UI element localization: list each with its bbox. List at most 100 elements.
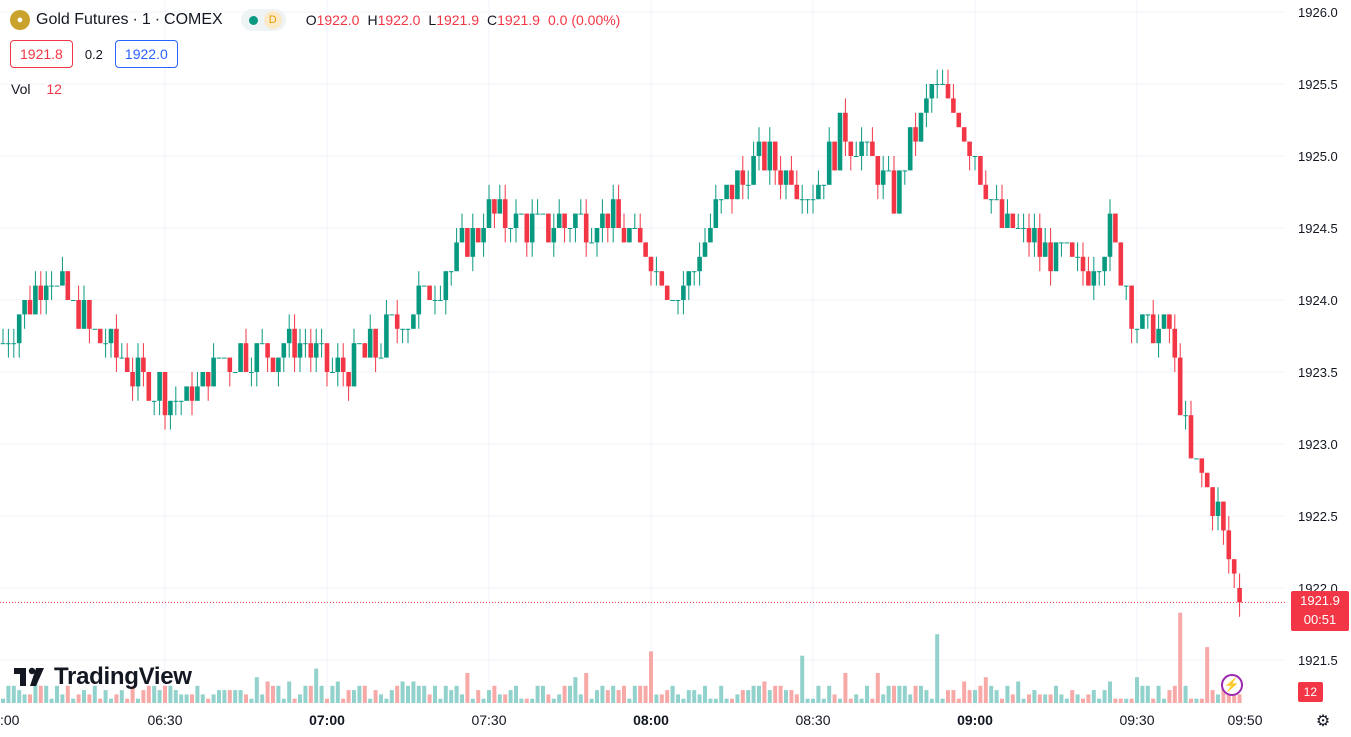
volume-bar (643, 685, 648, 703)
candle-body (573, 213, 578, 228)
ohlc-values: O1922.0 H1922.0 L1921.9 C1921.9 0.0 (0.0… (306, 12, 621, 28)
volume-bar (697, 694, 702, 703)
volume-bar (1048, 694, 1053, 703)
candle-body (1237, 588, 1242, 603)
volume-bar (55, 685, 59, 703)
volume-bar (962, 681, 967, 703)
candle-body (281, 343, 287, 358)
volume-bar (416, 685, 421, 703)
candle-body (195, 386, 200, 401)
candle-body (454, 242, 459, 272)
volume-bar (924, 690, 929, 703)
x-axis-tick-label: 08:30 (795, 712, 830, 728)
candle-body (87, 300, 92, 329)
buy-button[interactable]: 1922.0 (114, 40, 178, 68)
volume-bar (130, 685, 135, 703)
candle-body (54, 285, 60, 287)
market-status-badge[interactable]: D (240, 9, 286, 31)
candle-body (114, 328, 119, 358)
volume-bar (1000, 698, 1004, 703)
candle-body (178, 400, 184, 402)
candle-body (389, 314, 395, 316)
volume-bar (800, 655, 805, 703)
tradingview-mark-icon (14, 667, 44, 686)
volume-bar (71, 698, 76, 703)
candle-body (427, 285, 432, 300)
volume-bar (109, 698, 113, 703)
volume-bar (503, 694, 508, 703)
x-axis-tick-label: 09:50 (1227, 712, 1262, 728)
volume-bar (767, 690, 772, 703)
volume-bar (1205, 647, 1210, 703)
candle-body (632, 228, 638, 229)
tradingview-logo[interactable]: TradingView (14, 663, 192, 691)
volume-bar (913, 685, 918, 703)
candle-body (189, 386, 195, 401)
candle-body (886, 170, 891, 172)
volume-bar (578, 694, 583, 703)
candle-body (1107, 213, 1113, 257)
ohlc-high-value: 1922.0 (377, 12, 421, 28)
candle-body (1026, 228, 1032, 243)
volume-bar (713, 698, 718, 703)
candle-body (767, 141, 773, 171)
ohlc-close-key: C (487, 12, 498, 28)
volume-bar (1237, 694, 1242, 703)
volume-bar (222, 690, 227, 703)
volume-bar (1081, 698, 1085, 703)
volume-bar (703, 685, 707, 703)
volume-bar (443, 685, 448, 703)
volume-bar (1091, 690, 1096, 703)
volume-bar (746, 690, 751, 703)
volume-bar (33, 681, 38, 703)
volume-bar (740, 690, 745, 703)
lightning-icon[interactable]: ⚡ (1221, 674, 1243, 696)
volume-bar (319, 685, 324, 703)
volume-bar (557, 694, 562, 703)
volume-bar (179, 694, 184, 703)
volume-bar (1162, 698, 1166, 703)
candle-body (794, 184, 800, 200)
tradingview-logo-text: TradingView (54, 663, 192, 690)
volume-bar (535, 685, 540, 703)
volume-bar (1037, 694, 1042, 703)
candle-body (740, 170, 746, 185)
sell-button[interactable]: 1921.8 (10, 40, 73, 68)
candle-body (783, 170, 789, 185)
volume-bar (195, 685, 200, 703)
volume-bar (265, 681, 270, 703)
volume-bar (902, 685, 907, 703)
candle-body (362, 343, 368, 358)
volume-bar (217, 690, 221, 703)
candle-body (551, 228, 557, 243)
volume-bar (1129, 698, 1134, 703)
symbol-interval[interactable]: 1 (141, 11, 151, 28)
symbol-exchange[interactable]: COMEX (164, 11, 223, 28)
volume-bar (44, 685, 49, 703)
volume-bar (314, 668, 319, 703)
volume-legend[interactable]: Vol 12 (11, 81, 62, 97)
volume-bar (805, 698, 810, 703)
candle-body (529, 213, 535, 243)
volume-bar (281, 698, 286, 703)
symbol-title[interactable]: Gold Futures (36, 11, 129, 28)
candle-body (724, 184, 729, 200)
candle-body (459, 228, 465, 243)
candle-body (1037, 228, 1043, 257)
candle-body (81, 300, 87, 329)
candle-body (1096, 271, 1102, 273)
candle-body (465, 228, 470, 257)
volume-bar (1075, 694, 1080, 703)
volume-bar (875, 672, 880, 703)
candle-body (49, 285, 54, 287)
candle-body (988, 199, 994, 201)
volume-bar (1102, 690, 1107, 703)
y-axis-tick-label: 1923.0 (1298, 437, 1338, 452)
settings-gear-icon[interactable]: ⚙ (1315, 713, 1331, 730)
volume-bar (163, 685, 167, 703)
candle-body (448, 271, 454, 273)
volume-bar (1140, 685, 1145, 703)
candle-body (691, 271, 697, 273)
volume-bar (487, 690, 491, 703)
